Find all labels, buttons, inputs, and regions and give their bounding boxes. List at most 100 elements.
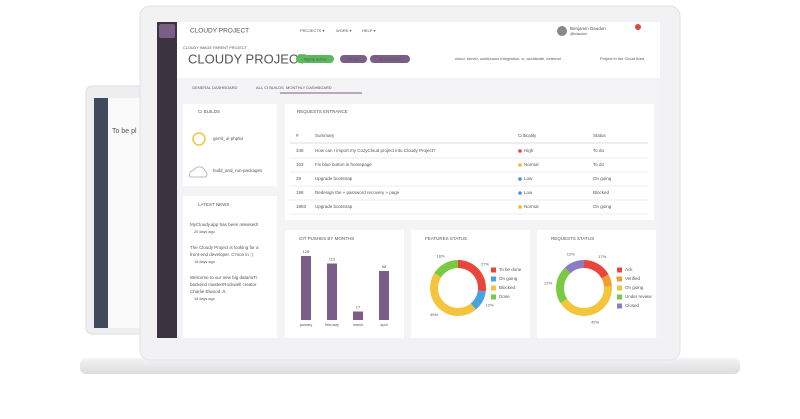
donut-slice — [601, 274, 612, 287]
menu-item[interactable]: WORK ▾ — [336, 28, 352, 33]
badge-label: Highly active — [304, 56, 327, 61]
table-cell: 1893 — [296, 204, 307, 209]
bar — [301, 256, 311, 320]
badge-label: All members — [379, 56, 401, 61]
news-time: 18 days ago — [194, 260, 215, 264]
location: Project in the Cloud Area — [600, 56, 645, 61]
bar — [327, 263, 337, 320]
table-cell: 198 — [296, 190, 304, 195]
laptop-base — [80, 358, 740, 374]
tab[interactable]: GENERAL DASHBOARD — [192, 85, 238, 90]
table-cell: To do — [593, 148, 605, 153]
news-time: 20 days ago — [194, 230, 215, 234]
tablet-sidebar — [94, 98, 108, 328]
news-text: front-end developer. C'mon in :) — [190, 252, 253, 257]
legend-label: Ack — [625, 267, 633, 272]
legend-label: Done — [499, 294, 510, 299]
donut-slice — [564, 260, 584, 274]
user-handle: @bdaudon — [570, 32, 587, 36]
table-cell: Blocked — [593, 190, 610, 195]
donut-slice — [584, 260, 609, 279]
criticality-dot — [518, 177, 522, 181]
x-tick-label: february — [325, 323, 339, 327]
legend-swatch — [617, 285, 622, 291]
legend-label: Verified — [625, 276, 641, 281]
value-label: 17 — [356, 305, 361, 310]
tab[interactable]: MONTHLY DASHBOARD — [286, 85, 332, 90]
column-header: Criticality — [518, 133, 537, 138]
value-label: 27% — [481, 261, 489, 266]
menu-item[interactable]: HELP ▾ — [362, 28, 376, 33]
criticality-dot — [518, 191, 522, 195]
news-text: backend master/Rockwell creator — [190, 282, 257, 287]
avatar — [557, 26, 567, 36]
table-cell: Normal — [524, 204, 539, 209]
legend-swatch — [491, 294, 496, 300]
legend-label: Blocked — [499, 285, 516, 290]
bar — [353, 311, 363, 320]
value-label: 16% — [437, 254, 445, 259]
brand: CLOUDY PROJECT — [190, 28, 249, 35]
value-label: 42% — [591, 319, 599, 324]
tablet-heading: To be pl — [112, 128, 137, 135]
table-cell: Low — [524, 190, 533, 195]
badge-label: Private — [347, 56, 360, 61]
topbar — [177, 22, 660, 40]
table-cell: High — [524, 148, 534, 153]
cloud-icon — [189, 166, 208, 178]
donut-slice — [560, 286, 613, 317]
legend-label: Under review — [625, 294, 652, 299]
value-label: 45% — [430, 312, 438, 317]
table-cell: Low — [524, 176, 533, 181]
legend-label: To be done — [499, 267, 522, 272]
table-cell: How can I import my CozyCloud project in… — [315, 148, 436, 153]
criticality-dot — [518, 205, 522, 209]
value-label: 22% — [544, 281, 552, 286]
badge — [340, 55, 367, 63]
donut-slice — [556, 267, 571, 304]
column-header: # — [296, 133, 299, 138]
table-cell: On going — [593, 176, 612, 181]
build-name: build_and_run-packages — [213, 168, 263, 173]
table-cell: Upgrade bootstrap — [315, 176, 353, 181]
table-cell: 28 — [296, 176, 302, 181]
table-cell: Normal — [524, 162, 539, 167]
x-tick-label: january — [299, 323, 313, 327]
donut-slice — [458, 260, 486, 292]
legend-swatch — [491, 267, 496, 273]
menu-item[interactable]: PROJECTS ▾ — [300, 28, 324, 33]
page-title: CLOUDY PROJECT — [188, 51, 306, 66]
legend-label: Closed — [625, 303, 640, 308]
value-label: 17% — [598, 254, 606, 259]
sidebar — [157, 22, 177, 338]
legend-swatch — [491, 276, 496, 282]
column-header: Status — [593, 133, 607, 138]
news-text: Charlie Elwood Jr. — [190, 289, 226, 294]
logo — [159, 24, 175, 38]
legend-label: On going — [625, 285, 644, 290]
legend-swatch — [491, 285, 496, 291]
legend-swatch — [617, 267, 622, 273]
donut-slice — [430, 272, 476, 316]
breadcrumb: CLOUDY IMAGE PARENT PROJECT — [183, 46, 248, 50]
card-title: CI BUILDS — [198, 109, 220, 114]
criticality-dot — [518, 163, 522, 167]
donut-slice — [470, 290, 486, 310]
badge — [370, 55, 410, 63]
chart-title: GIT PUSHES BY MONTHS — [299, 236, 354, 241]
news-text: The Cloudy Project is looking for a — [190, 245, 259, 250]
value-label: 98 — [382, 264, 387, 269]
build-name: gerrit_ui-php54 — [213, 136, 244, 141]
table-cell: 348 — [296, 148, 304, 153]
card-title: REQUESTS ENTRANCE — [297, 109, 348, 114]
badge — [635, 24, 641, 30]
tab[interactable]: ALL CI BUILDS — [256, 85, 284, 90]
table-cell: 103 — [296, 162, 304, 167]
table-cell: To do — [593, 162, 605, 167]
news-text: Welcome to our new big data/IoT/ — [190, 275, 258, 280]
donut-slice — [434, 260, 458, 278]
criticality-dot — [518, 149, 522, 153]
badge — [296, 55, 334, 63]
value-label: 12% — [567, 252, 575, 257]
